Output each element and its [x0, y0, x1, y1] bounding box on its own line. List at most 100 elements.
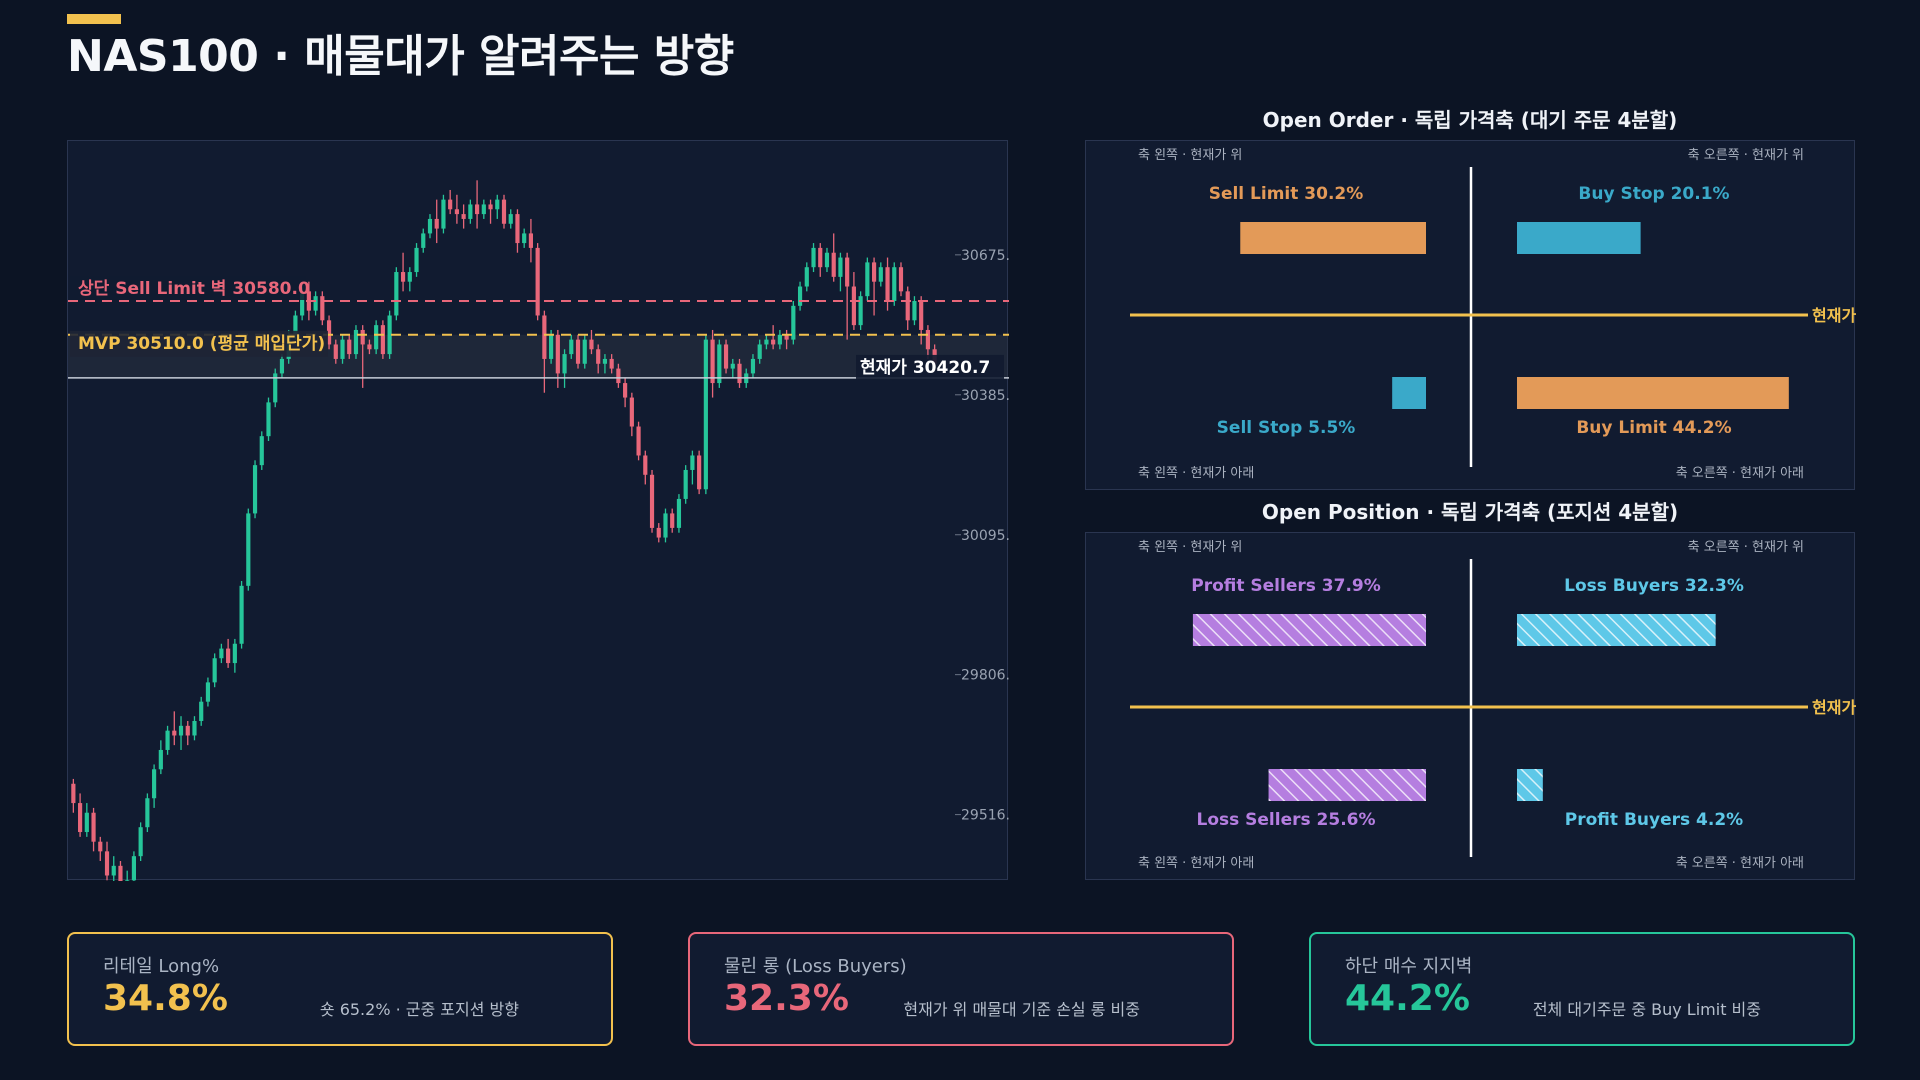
candle-body [710, 339, 715, 384]
candle-body [279, 358, 285, 374]
candle-body [138, 827, 143, 857]
candle-body [542, 315, 547, 359]
candle-body [414, 247, 419, 273]
candle-body [649, 474, 655, 528]
retail-long-card: 리테일 Long% 34.8% 숏 65.2% · 군중 포지션 방향 [67, 932, 613, 1046]
candle-body [838, 257, 843, 277]
candle-body [481, 204, 486, 215]
candlestick-chart-panel: 30675.6 30385.7 30095.8 29806.0 29516.1 상단 Se… [67, 140, 1009, 881]
candle-body [676, 498, 682, 528]
current-price-label: 현재가 30420.7 [860, 358, 990, 378]
candle-body [925, 329, 930, 350]
buy-limit-bar [1517, 377, 1789, 409]
candle-body [71, 783, 76, 804]
candle-body [111, 865, 116, 876]
candle-body [468, 204, 473, 219]
profit-buyers-label: Profit Buyers 4.2% [1565, 810, 1743, 830]
current-price-label-bg [856, 354, 1004, 379]
candle-body [360, 329, 365, 345]
candle-body [892, 267, 897, 301]
candle-body [690, 455, 695, 470]
candle-body [461, 214, 466, 219]
candle-body [340, 339, 345, 359]
candle-body [764, 339, 769, 345]
candle-body [878, 267, 883, 282]
axis-label-right-top: 축 오른쪽 · 현재가 위 [1688, 148, 1804, 163]
candle-body [300, 291, 305, 316]
candle-body [152, 769, 157, 799]
candle-body [387, 315, 392, 355]
y-tick-label: 30095.8 [961, 528, 1009, 544]
sell-stop-bar [1392, 377, 1426, 409]
candle-body [697, 455, 702, 490]
candle-body [266, 402, 271, 437]
candle-body [407, 272, 412, 282]
buy-support-value: 44.2% [1345, 978, 1470, 1019]
candle-body [448, 199, 453, 210]
candle-body [232, 643, 237, 664]
candle-body [293, 315, 298, 335]
candle-body [320, 296, 325, 321]
candle-body [757, 344, 762, 359]
candle-body [98, 841, 103, 852]
sell-limit-label-bg [70, 276, 306, 300]
candle-body [885, 267, 890, 301]
sell-limit-label: 상단 Sell Limit 벽 30580.0 [78, 279, 310, 299]
candle-body [515, 214, 520, 244]
candle-body [172, 730, 177, 736]
mvp-label: MVP 30510.0 (평균 매입단가) [78, 334, 325, 354]
candle-body [488, 204, 493, 210]
buy-support-card: 하단 매수 지지벽 44.2% 전체 대기주문 중 Buy Limit 비중 [1309, 932, 1855, 1046]
candle-body [777, 334, 782, 345]
candle-body [313, 296, 318, 311]
candle-body [535, 247, 540, 316]
current-price-label: 현재가 [1812, 306, 1856, 325]
y-tick-label: 29806.0 [961, 668, 1009, 684]
profit-sellers-bar [1192, 614, 1426, 646]
candle-body [273, 373, 278, 403]
candle-body [818, 247, 823, 268]
candle-body [508, 214, 513, 224]
candle-body [367, 344, 372, 350]
loss-buyers-bar [1517, 614, 1716, 646]
candle-body [252, 465, 258, 514]
buy-stop-label: Buy Stop 20.1% [1578, 184, 1729, 204]
candle-body [528, 233, 534, 248]
y-tick-label: 30675.6 [961, 248, 1009, 264]
loss-sellers-label: Loss Sellers 25.6% [1196, 810, 1375, 830]
buy-support-note: 전체 대기주문 중 Buy Limit 비중 [1532, 1000, 1761, 1019]
candle-body [912, 301, 917, 321]
candle-body [636, 426, 641, 456]
candle-body [158, 749, 163, 770]
candle-body [84, 812, 89, 833]
candle-body [374, 325, 379, 350]
candle-body [569, 339, 574, 355]
open-position-title: Open Position · 독립 가격축 (포지션 4분할) [1261, 500, 1679, 524]
loss-sellers-bar [1268, 769, 1426, 801]
candle-body [474, 204, 480, 215]
candle-body [703, 339, 708, 490]
candle-body [125, 880, 130, 881]
candle-body [730, 363, 735, 369]
sell-limit-label: Sell Limit 30.2% [1209, 184, 1364, 204]
candle-body [750, 358, 756, 374]
open-order-title: Open Order · 독립 가격축 (대기 주문 4분할) [1262, 108, 1678, 132]
candle-body [522, 233, 527, 244]
candle-body [394, 272, 399, 316]
candle-body [791, 305, 796, 340]
candle-body [804, 267, 809, 287]
profit-sellers-label: Profit Sellers 37.9% [1191, 576, 1381, 596]
axis-label-right-top: 축 오른쪽 · 현재가 위 [1688, 540, 1804, 555]
candle-body [226, 648, 231, 664]
axis-label-left-top: 축 왼쪽 · 현재가 위 [1138, 540, 1242, 555]
candle-body [501, 199, 507, 224]
candle-body [246, 513, 251, 586]
candle-body [178, 725, 184, 736]
axis-label-left-top: 축 왼쪽 · 현재가 위 [1138, 148, 1242, 163]
candle-body [199, 701, 204, 721]
candle-body [239, 585, 244, 644]
profit-buyers-bar [1517, 769, 1543, 801]
candle-body [205, 682, 211, 702]
candle-body [575, 339, 581, 364]
